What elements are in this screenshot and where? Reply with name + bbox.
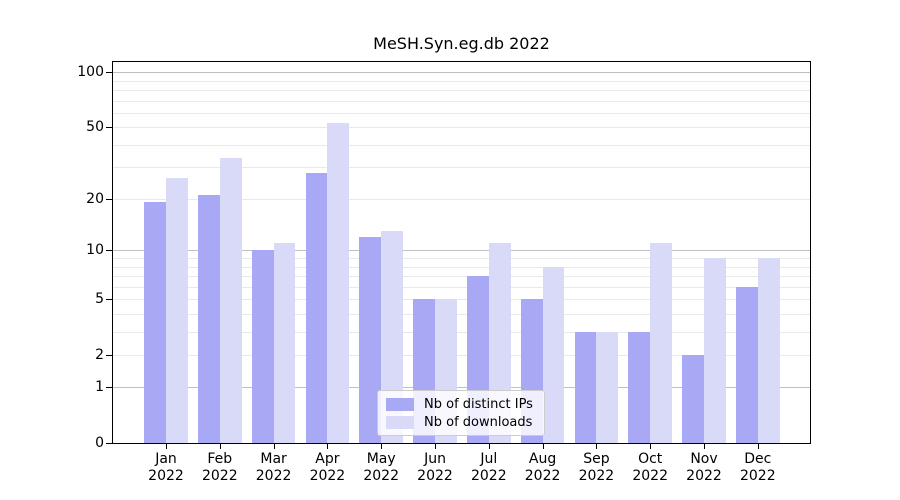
legend-swatch-distinct-ips	[386, 397, 414, 411]
gridline-20	[113, 198, 810, 200]
bar-distinct-ips-dec	[736, 286, 758, 443]
y-tick-mark	[106, 354, 112, 356]
gridline-50	[113, 127, 810, 129]
x-tick-label-feb: Feb 2022	[201, 451, 238, 484]
gridline-minor	[113, 112, 810, 114]
y-tick-label-20: 20	[86, 190, 104, 207]
x-tick-mark	[327, 444, 328, 449]
legend-label-downloads: Nb of downloads	[424, 414, 533, 430]
y-tick-mark	[106, 250, 112, 252]
y-tick-mark	[106, 443, 112, 444]
bar-downloads-jan	[166, 178, 188, 443]
legend: Nb of distinct IPs Nb of downloads	[377, 390, 545, 436]
chart-title: MeSH.Syn.eg.db 2022	[373, 34, 550, 53]
gridline-minor	[113, 331, 810, 333]
bar-downloads-dec	[757, 258, 780, 443]
y-tick-label-100: 100	[77, 64, 104, 81]
x-tick-label-jul: Jul 2022	[470, 451, 507, 484]
bar-downloads-apr	[327, 122, 350, 443]
y-tick-label-5: 5	[95, 291, 104, 308]
y-tick-mark	[106, 299, 112, 301]
y-tick-label-0: 0	[95, 435, 104, 451]
x-tick-mark	[166, 444, 167, 449]
bar-downloads-aug	[542, 266, 565, 443]
x-tick-mark	[650, 444, 651, 449]
gridline-minor	[113, 80, 810, 82]
bar-distinct-ips-nov	[682, 354, 704, 443]
bar-distinct-ips-oct	[628, 331, 651, 443]
x-tick-mark	[758, 444, 759, 449]
bar-downloads-mar	[273, 243, 296, 443]
legend-swatch-downloads	[386, 415, 414, 429]
x-tick-mark	[381, 444, 382, 449]
gridline-5	[113, 299, 810, 301]
x-tick-mark	[435, 444, 436, 449]
gridline-minor	[113, 276, 810, 278]
y-tick-label-50: 50	[86, 119, 104, 136]
bar-downloads-oct	[650, 243, 672, 443]
y-tick-mark	[106, 72, 112, 74]
gridline-minor	[113, 258, 810, 260]
bar-downloads-nov	[704, 258, 726, 443]
bar-distinct-ips-may	[359, 237, 382, 443]
x-tick-label-nov: Nov 2022	[686, 451, 722, 484]
bar-distinct-ips-mar	[251, 250, 274, 443]
y-tick-mark	[106, 127, 112, 129]
y-tick-mark	[106, 198, 112, 200]
gridline-minor	[113, 167, 810, 169]
x-tick-mark	[596, 444, 597, 449]
gridline-1	[113, 387, 810, 389]
legend-item-distinct-ips: Nb of distinct IPs	[386, 397, 536, 412]
gridline-2	[113, 354, 810, 356]
bar-distinct-ips-feb	[198, 194, 220, 443]
x-tick-label-apr: Apr 2022	[309, 451, 346, 484]
x-tick-label-dec: Dec 2022	[739, 451, 776, 484]
x-tick-mark	[543, 444, 544, 449]
bar-downloads-sep	[596, 331, 619, 443]
x-tick-mark	[704, 444, 705, 449]
x-tick-label-sep: Sep 2022	[578, 451, 615, 484]
x-tick-label-jan: Jan 2022	[148, 451, 184, 484]
legend-label-distinct-ips: Nb of distinct IPs	[424, 396, 533, 412]
x-tick-mark	[489, 444, 490, 449]
bar-distinct-ips-jan	[144, 202, 166, 443]
gridline-minor	[113, 286, 810, 288]
x-tick-mark	[220, 444, 221, 449]
x-tick-label-mar: Mar 2022	[255, 451, 292, 484]
y-tick-mark	[106, 387, 112, 389]
x-tick-label-may: May 2022	[363, 451, 399, 484]
gridline-minor	[113, 313, 810, 315]
gridline-10	[113, 250, 810, 252]
y-tick-label-2: 2	[95, 346, 104, 363]
gridline-minor	[113, 90, 810, 92]
gridline-100	[113, 72, 810, 74]
plot-area	[112, 61, 811, 444]
gridline-minor	[113, 144, 810, 146]
bar-distinct-ips-sep	[574, 331, 597, 443]
x-tick-label-aug: Aug 2022	[524, 451, 561, 484]
gridline-minor	[113, 266, 810, 268]
bar-downloads-feb	[219, 157, 242, 443]
y-tick-label-1: 1	[95, 379, 104, 396]
x-tick-label-jun: Jun 2022	[417, 451, 453, 484]
bar-distinct-ips-apr	[305, 172, 328, 443]
x-tick-label-oct: Oct 2022	[632, 451, 668, 484]
x-tick-mark	[274, 444, 275, 449]
legend-item-downloads: Nb of downloads	[386, 415, 536, 430]
y-tick-label-10: 10	[86, 242, 104, 259]
gridline-minor	[113, 100, 810, 102]
